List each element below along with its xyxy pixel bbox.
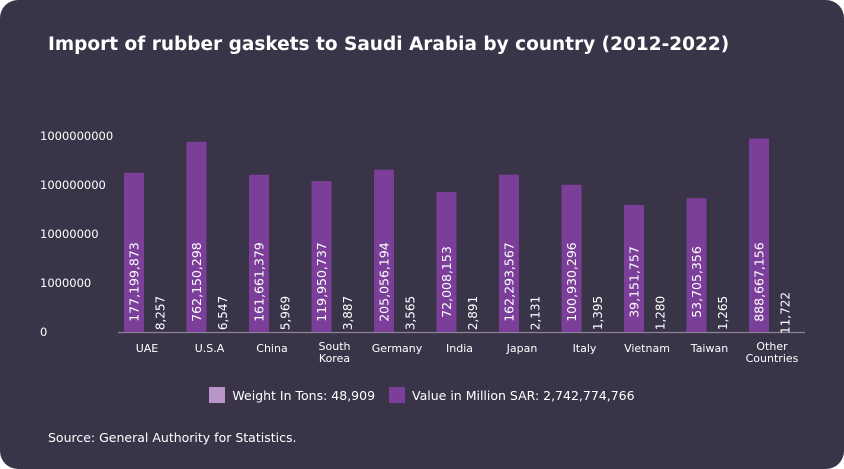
- bar-value: [561, 184, 582, 332]
- x-tick-label: India: [446, 342, 473, 355]
- bar-value: [249, 174, 269, 332]
- bar-weight-label: 2,891: [466, 296, 480, 330]
- bar-weight-label: 11,722: [779, 292, 793, 334]
- y-tick-label: 1000000000: [40, 129, 113, 143]
- bar-value-label: 888,667,156: [752, 242, 767, 322]
- x-tick-label: Germany: [372, 342, 423, 355]
- bar-value: [686, 198, 707, 332]
- bar-weight-label: 5,969: [279, 296, 293, 330]
- legend: Weight In Tons: 48,909 Value in Million …: [0, 387, 844, 403]
- bar-value-label: 119,950,737: [314, 242, 329, 322]
- bar-value-label: 162,293,567: [502, 242, 517, 322]
- legend-label-weight: Weight In Tons: 48,909: [232, 387, 376, 403]
- bar-weight-label: 3,565: [404, 296, 418, 330]
- y-tick-label: 1000000: [40, 276, 91, 290]
- bar-value-label: 177,199,873: [127, 242, 142, 322]
- bar-value-label: 100,930,296: [564, 242, 579, 322]
- bar-value-label: 39,151,757: [627, 246, 642, 318]
- bar-weight-label: 2,131: [529, 296, 543, 330]
- bar-value: [374, 169, 394, 332]
- chart-title: Import of rubber gaskets to Saudi Arabia…: [48, 34, 730, 55]
- bar-weight-label: 6,547: [216, 296, 230, 330]
- bar-value-label: 762,150,298: [189, 242, 204, 322]
- y-tick-label: 100000000: [40, 178, 106, 192]
- legend-item-weight[interactable]: Weight In Tons: 48,909: [209, 387, 375, 403]
- x-tick-label: Other Countries: [746, 340, 799, 365]
- x-tick-label: Taiwan: [690, 342, 728, 355]
- bar-weight-label: 3,887: [341, 296, 355, 330]
- source-note: Source: General Authority for Statistics…: [48, 430, 297, 445]
- bar-weight-label: 1,395: [591, 296, 605, 330]
- x-tick-label: Italy: [573, 342, 597, 355]
- x-tick-label: South Korea: [319, 340, 351, 365]
- bar-weight-label: 1,280: [654, 296, 668, 330]
- bar-weight-label: 1,265: [716, 296, 730, 330]
- bar-value-label: 53,705,356: [689, 246, 704, 318]
- x-tick-label: Vietnam: [624, 342, 670, 355]
- legend-swatch-weight: [209, 387, 226, 403]
- y-tick-label: 10000000: [40, 227, 99, 241]
- x-tick-label: UAE: [136, 342, 159, 355]
- legend-swatch-value: [389, 387, 406, 403]
- bar-value: [124, 172, 144, 332]
- bar-value: [311, 181, 332, 332]
- bar-value: [436, 191, 457, 332]
- bar-value: [749, 138, 769, 332]
- bar-value-label: 72,008,153: [439, 246, 454, 318]
- legend-item-value[interactable]: Value in Million SAR: 2,742,774,766: [389, 387, 635, 403]
- bar-value: [624, 204, 644, 332]
- bar-value: [186, 141, 207, 332]
- x-tick-label: Japan: [506, 342, 538, 355]
- y-tick-label: 0: [40, 325, 47, 339]
- legend-label-value: Value in Million SAR: 2,742,774,766: [412, 387, 635, 403]
- bar-weight-label: 8,257: [154, 296, 168, 330]
- x-tick-label: China: [256, 342, 287, 355]
- bar-value-label: 161,661,379: [252, 242, 267, 322]
- bar-value: [499, 174, 519, 332]
- bar-value-label: 205,056,194: [377, 242, 392, 322]
- x-tick-label: U.S.A: [195, 342, 225, 355]
